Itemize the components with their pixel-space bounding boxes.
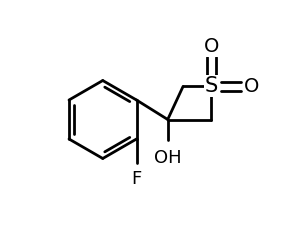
Text: O: O: [204, 37, 219, 56]
Text: O: O: [244, 77, 259, 96]
Text: F: F: [131, 170, 142, 188]
Text: S: S: [205, 76, 218, 96]
Text: OH: OH: [154, 149, 182, 167]
